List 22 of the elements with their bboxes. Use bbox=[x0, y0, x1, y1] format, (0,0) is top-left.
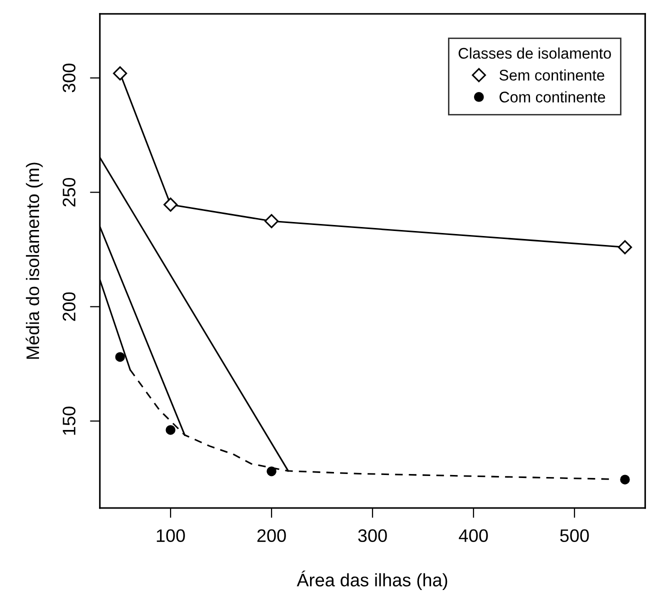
y-tick-label: 150 bbox=[62, 406, 76, 435]
x-tick-label: 300 bbox=[358, 529, 387, 542]
point bbox=[166, 425, 176, 435]
x-axis-title: Área das ilhas (ha) bbox=[296, 570, 448, 590]
x-tick-label: 500 bbox=[560, 529, 589, 542]
y-tick-label: 200 bbox=[62, 292, 76, 321]
y-tick-label: 300 bbox=[62, 64, 76, 92]
point bbox=[620, 474, 630, 484]
point bbox=[164, 198, 178, 212]
y-axis-title: Média do isolamento (m) bbox=[26, 162, 43, 359]
point bbox=[115, 352, 125, 362]
point bbox=[113, 66, 128, 80]
x-tick-label: 400 bbox=[458, 529, 488, 542]
legend-title: Classes de isolamento bbox=[458, 48, 611, 59]
point bbox=[264, 214, 279, 228]
legend-label: Sem continente bbox=[499, 69, 604, 81]
y-tick-label: 250 bbox=[62, 178, 76, 206]
x-tick-label: 100 bbox=[156, 529, 185, 542]
legend-label: Com continente bbox=[500, 91, 606, 102]
x-tick-label: 200 bbox=[257, 529, 286, 542]
point bbox=[266, 466, 276, 476]
point bbox=[618, 240, 632, 254]
